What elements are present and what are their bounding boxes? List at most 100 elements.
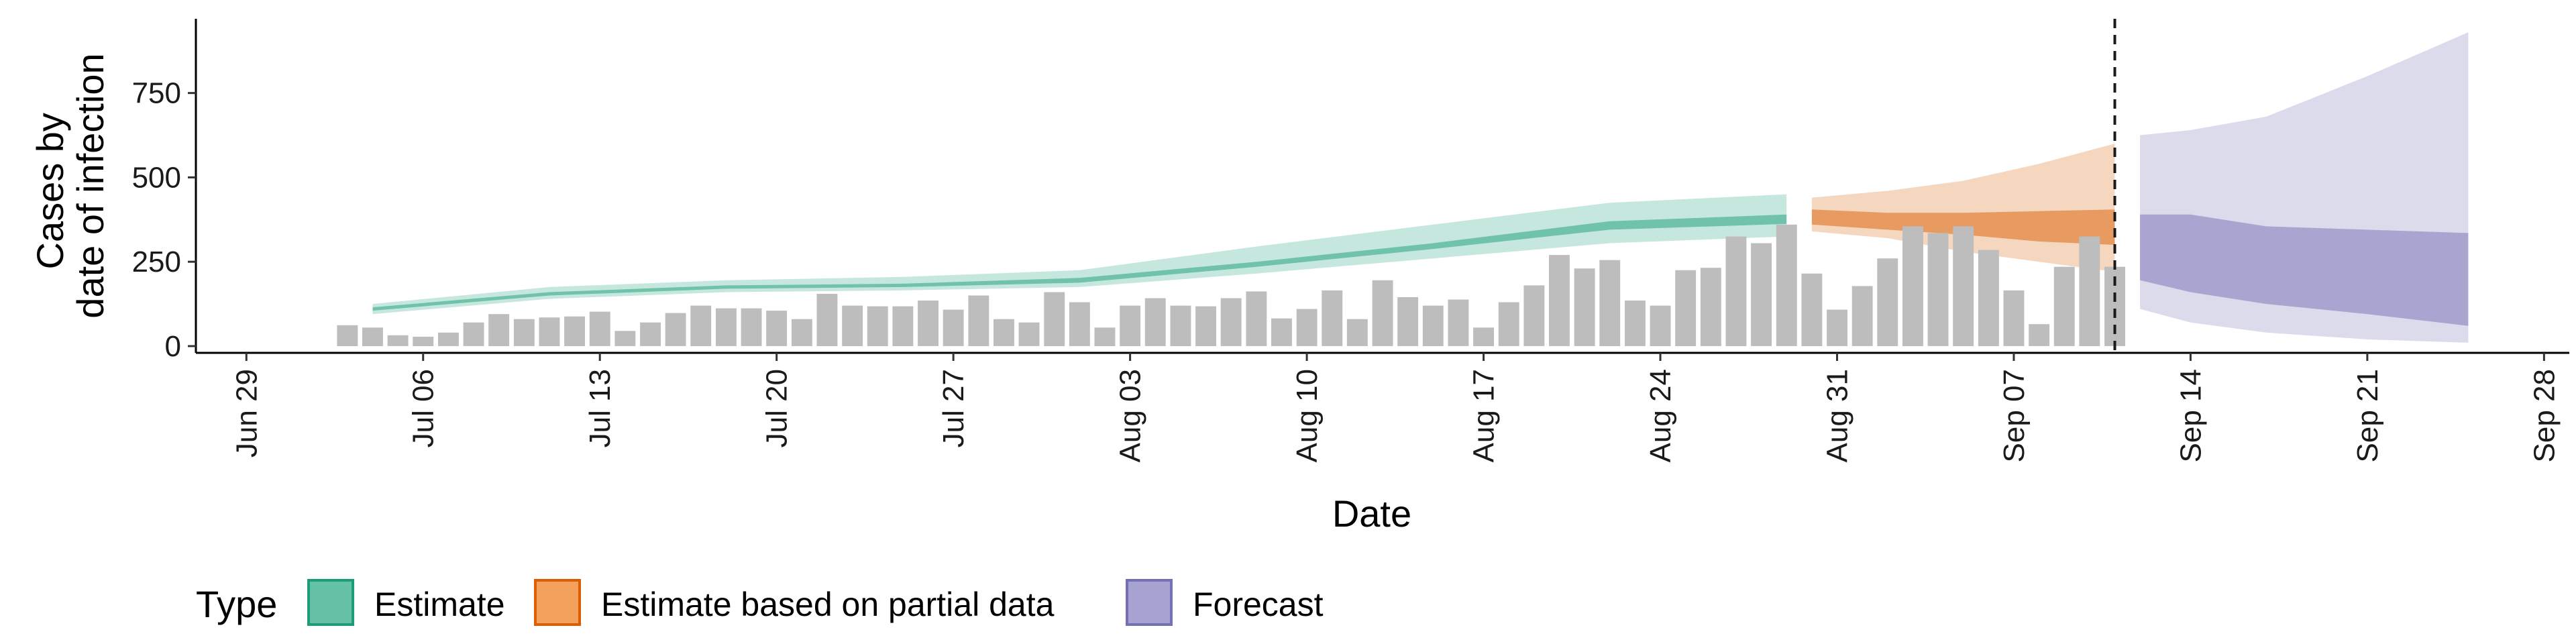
bar bbox=[1120, 305, 1141, 346]
bar bbox=[1851, 286, 1873, 346]
x-tick-label: Aug 24 bbox=[1644, 369, 1677, 462]
bar bbox=[2029, 324, 2050, 346]
bar bbox=[1523, 285, 1545, 346]
bar bbox=[791, 319, 812, 346]
bar bbox=[1625, 301, 1646, 346]
legend-label: Estimate based on partial data bbox=[601, 586, 1055, 623]
bar bbox=[1498, 302, 1519, 346]
y-axis-title-line-2: date of infection bbox=[69, 53, 111, 318]
bar bbox=[1271, 318, 1292, 346]
bar bbox=[1776, 224, 1797, 346]
bar bbox=[1044, 292, 1065, 346]
bar bbox=[1372, 280, 1393, 346]
ribbon-outer-0 bbox=[372, 194, 1787, 315]
bar bbox=[362, 327, 383, 346]
bar bbox=[892, 306, 914, 346]
bar bbox=[1422, 305, 1444, 346]
bar bbox=[513, 319, 535, 346]
bar bbox=[741, 308, 762, 346]
ribbon-inner-2 bbox=[2140, 214, 2469, 326]
x-tick-label: Sep 21 bbox=[2351, 369, 2384, 462]
bar bbox=[1725, 236, 1747, 346]
bar bbox=[640, 322, 661, 346]
x-axis-ticks: Jun 29 Jul 06 Jul 13 Jul 20 Jul 27 Aug 03 Aug … bbox=[230, 353, 2561, 462]
x-axis-title: Date bbox=[1332, 492, 1411, 535]
y-axis-title: Cases by date of infection bbox=[29, 53, 111, 318]
bar bbox=[1346, 319, 1368, 346]
ribbon-inner-0 bbox=[372, 214, 1787, 311]
bar bbox=[1094, 327, 1116, 346]
bar bbox=[1018, 322, 1040, 346]
bar bbox=[994, 319, 1014, 346]
x-tick-label: Aug 31 bbox=[1821, 369, 1854, 462]
bar bbox=[766, 311, 788, 346]
x-tick-label: Sep 28 bbox=[2528, 369, 2561, 462]
bar bbox=[438, 332, 459, 346]
bar bbox=[918, 301, 938, 346]
x-tick-label: Jul 06 bbox=[407, 369, 440, 447]
bar bbox=[1574, 268, 1595, 346]
bar bbox=[1246, 291, 1267, 346]
bar bbox=[1675, 270, 1697, 346]
bar bbox=[589, 311, 610, 346]
legend-swatch bbox=[534, 579, 581, 626]
bar bbox=[867, 306, 888, 346]
bar bbox=[968, 295, 989, 346]
bar bbox=[413, 336, 434, 346]
y-tick-label: 500 bbox=[132, 161, 181, 194]
bar bbox=[842, 305, 863, 346]
x-tick-label: Aug 03 bbox=[1114, 369, 1147, 462]
y-axis-title-line-1: Cases by bbox=[29, 113, 71, 269]
bar bbox=[614, 331, 636, 346]
bar bbox=[816, 294, 838, 346]
legend-label: Forecast bbox=[1193, 586, 1324, 623]
bar bbox=[665, 313, 686, 346]
bar bbox=[1599, 260, 1621, 346]
bar bbox=[1902, 226, 1923, 346]
y-axis-ticks: 0 250 500 750 bbox=[132, 77, 196, 363]
bar bbox=[463, 322, 484, 346]
bar bbox=[2003, 290, 2025, 346]
bar bbox=[1170, 305, 1191, 346]
bar bbox=[1978, 250, 1999, 346]
bar bbox=[943, 309, 964, 346]
bars-layer bbox=[337, 224, 2125, 346]
bar bbox=[1195, 306, 1216, 346]
x-tick-label: Jul 20 bbox=[761, 369, 794, 447]
bar bbox=[1473, 327, 1494, 346]
bar bbox=[1927, 233, 1949, 346]
bar bbox=[1751, 243, 1772, 346]
bar bbox=[1953, 226, 1974, 346]
y-tick-label: 750 bbox=[132, 77, 181, 110]
bar bbox=[337, 325, 358, 346]
bar bbox=[716, 308, 737, 346]
ribbons-layer bbox=[372, 32, 2469, 343]
legend-label: Estimate bbox=[374, 586, 505, 623]
bar bbox=[1069, 302, 1090, 346]
legend-swatch bbox=[307, 579, 354, 626]
bar bbox=[564, 316, 585, 346]
bar bbox=[1827, 309, 1847, 346]
legend: Type Estimate Estimate based on partial d… bbox=[196, 579, 1324, 626]
x-tick-label: Jun 29 bbox=[230, 369, 263, 458]
bar bbox=[1448, 299, 1469, 346]
x-tick-label: Sep 14 bbox=[2174, 369, 2207, 462]
bar bbox=[1650, 305, 1671, 346]
bar bbox=[1801, 273, 1823, 346]
bar bbox=[1220, 298, 1242, 346]
bar bbox=[488, 314, 510, 346]
bar bbox=[1549, 255, 1570, 346]
legend-swatch bbox=[1126, 579, 1173, 626]
bar bbox=[1144, 298, 1166, 346]
x-tick-label: Jul 27 bbox=[937, 369, 970, 447]
legend-title: Type bbox=[196, 583, 277, 625]
bar bbox=[1322, 290, 1343, 346]
bar bbox=[2079, 236, 2100, 346]
bar bbox=[690, 305, 712, 346]
bar bbox=[539, 317, 560, 346]
bar bbox=[1877, 258, 1898, 346]
bar bbox=[1397, 297, 1419, 346]
x-tick-label: Aug 17 bbox=[1468, 369, 1501, 462]
x-tick-label: Sep 07 bbox=[1998, 369, 2031, 462]
bar bbox=[1296, 309, 1318, 346]
